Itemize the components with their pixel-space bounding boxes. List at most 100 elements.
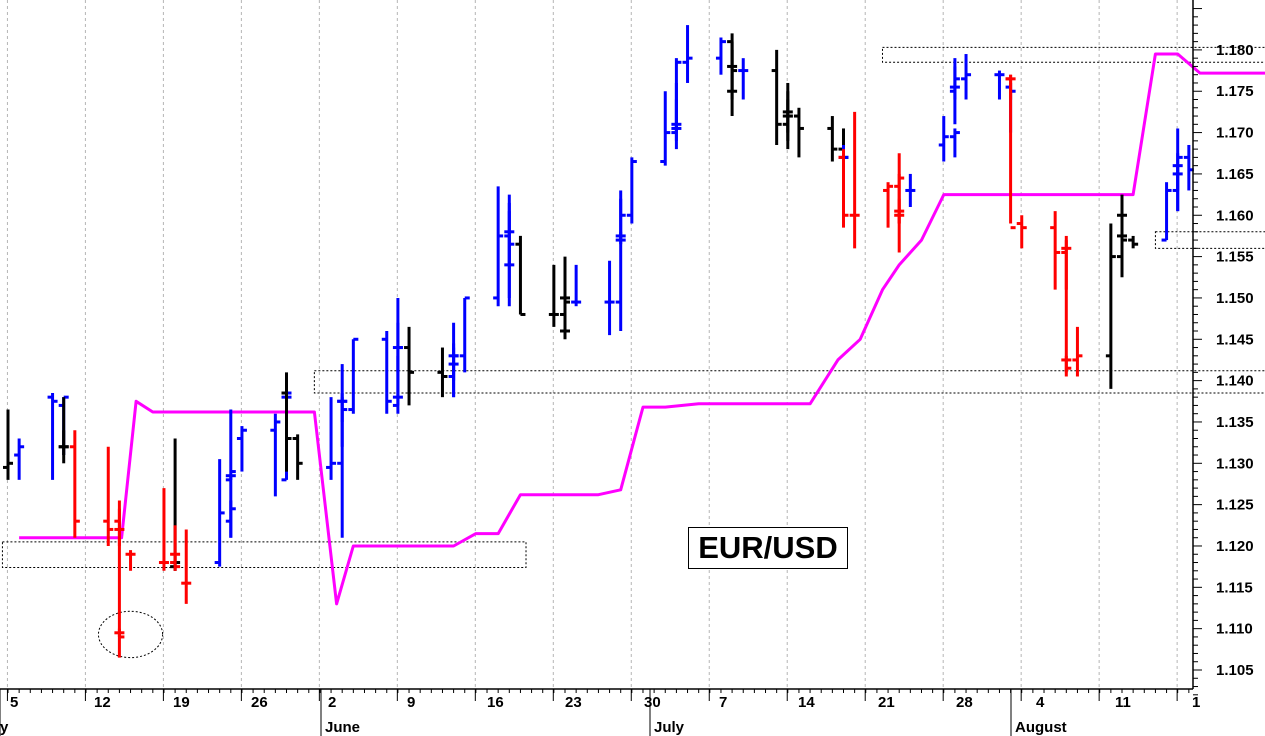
annotation-box	[313, 370, 1265, 394]
ohlc-bar	[326, 397, 337, 480]
ohlc-bar	[1105, 223, 1116, 389]
ohlc-bar	[793, 107, 804, 158]
ohlc-bar	[158, 488, 169, 571]
ohlc-bar	[3, 409, 13, 480]
ohlc-bar	[827, 116, 838, 162]
x-tick-label: 14	[798, 694, 815, 711]
ohlc-bar	[660, 91, 671, 166]
y-tick-label: 1.120	[1216, 538, 1254, 555]
ohlc-bar	[949, 128, 960, 158]
ohlc-bar	[994, 70, 1005, 100]
x-tick-label: 12	[94, 694, 111, 711]
y-tick-label: 1.165	[1216, 166, 1254, 183]
indicator-line	[19, 52, 1265, 606]
annotation-box	[1, 541, 527, 568]
y-tick-label: 1.160	[1216, 207, 1254, 224]
ohlc-bar	[515, 235, 526, 316]
ohlc-bar	[14, 438, 25, 480]
ohlc-bar	[214, 459, 225, 567]
ohlc-bar	[225, 474, 236, 538]
ohlc-bar	[437, 347, 448, 398]
ohlc-bar	[125, 550, 136, 571]
ohlc-bar	[181, 529, 192, 604]
ohlc-bar	[58, 430, 69, 464]
ohlc-bar	[949, 58, 960, 125]
ohlc-bar	[1016, 215, 1027, 249]
ohlc-bar	[103, 446, 114, 546]
ohlc-bar	[615, 190, 626, 245]
x-month-label: August	[1015, 719, 1067, 736]
ohlc-bar	[459, 296, 470, 373]
ohlc-bar	[47, 393, 58, 480]
x-tick-label: 1	[1192, 694, 1200, 711]
ohlc-bar	[727, 49, 738, 93]
x-tick-label: 11	[1115, 694, 1131, 711]
annotation-box	[1154, 231, 1265, 249]
y-tick-label: 1.105	[1216, 662, 1254, 679]
ohlc-bar	[1050, 211, 1061, 290]
y-tick-label: 1.115	[1216, 579, 1253, 596]
ohlc-bar	[337, 364, 348, 422]
ohlc-bar	[292, 434, 303, 480]
ohlc-bar	[905, 173, 916, 207]
ohlc-bar	[493, 186, 504, 307]
y-tick-label: 1.175	[1216, 83, 1254, 100]
x-tick-label: 2	[328, 694, 336, 711]
ohlc-bar	[715, 37, 726, 75]
chart-ohlc-bars	[3, 25, 1194, 658]
x-tick-label: 30	[644, 694, 661, 711]
ohlc-bar	[281, 372, 292, 472]
y-tick-label: 1.180	[1216, 42, 1254, 59]
y-tick-label: 1.155	[1216, 249, 1254, 266]
x-tick-label: 9	[407, 694, 415, 711]
ohlc-bar	[682, 25, 693, 83]
y-tick-label: 1.130	[1216, 455, 1254, 472]
ohlc-bar	[504, 194, 515, 267]
ohlc-bar	[1161, 182, 1172, 242]
ohlc-bar	[114, 628, 125, 639]
x-tick-label: 4	[1036, 694, 1045, 711]
ohlc-bar	[604, 260, 615, 336]
ohlc-bar	[838, 149, 849, 228]
ohlc-bar	[448, 322, 459, 381]
chart-indicator-line	[19, 52, 1265, 606]
chart-annotation-boxes	[1, 46, 1265, 659]
ohlc-bar	[1172, 153, 1183, 191]
annotation-box	[881, 46, 1265, 63]
ohlc-bar	[961, 54, 972, 100]
ohlc-bar	[849, 111, 860, 249]
chart-title: EUR/USD	[688, 527, 848, 569]
ohlc-bar	[560, 289, 570, 333]
x-tick-label: 16	[487, 694, 504, 711]
ohlc-bar	[69, 430, 80, 538]
y-tick-label: 1.110	[1216, 621, 1253, 638]
x-tick-label: 26	[251, 694, 268, 711]
ohlc-bar	[1072, 326, 1083, 377]
ohlc-bar	[782, 99, 793, 141]
ohlc-bar	[671, 58, 682, 133]
x-tick-label: 5	[10, 694, 18, 711]
ohlc-bar	[626, 157, 637, 224]
x-tick-label: 19	[173, 694, 190, 711]
ohlc-bar	[1128, 235, 1139, 249]
y-tick-label: 1.170	[1216, 125, 1254, 142]
ohlc-bar	[1061, 240, 1072, 373]
ohlc-bar	[571, 264, 582, 307]
x-month-label: June	[325, 719, 360, 736]
ohlc-bar	[615, 231, 626, 332]
y-tick-label: 1.125	[1216, 497, 1254, 514]
annotation-circle	[97, 610, 164, 659]
x-tick-label: 7	[719, 694, 727, 711]
chart-gridlines	[6, 0, 1178, 689]
x-month-label: y	[0, 719, 9, 736]
ohlc-bar	[392, 297, 403, 373]
x-tick-label: 23	[565, 694, 582, 711]
y-tick-label: 1.140	[1216, 373, 1254, 390]
ohlc-bar	[548, 264, 559, 327]
ohlc-bar	[738, 58, 749, 100]
ohlc-bar	[894, 153, 905, 224]
ohlc-bar	[170, 525, 181, 571]
ohlc-bar	[771, 49, 782, 145]
ohlc-bar	[348, 337, 359, 414]
